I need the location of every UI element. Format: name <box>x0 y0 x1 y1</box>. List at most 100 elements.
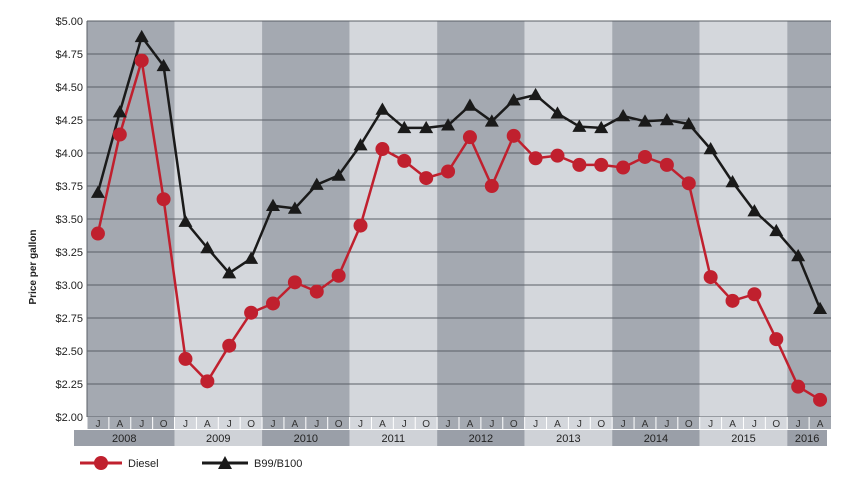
month-cell <box>371 417 394 429</box>
data-point-diesel <box>725 293 740 308</box>
data-point-diesel <box>484 179 499 193</box>
month-cell <box>327 417 350 429</box>
data-point-b99-b100 <box>681 116 696 130</box>
data-point-b99-b100 <box>506 93 521 106</box>
year-label-2009: 2009 <box>206 433 230 445</box>
data-point-diesel <box>441 164 456 179</box>
month-cell <box>699 417 722 429</box>
data-point-diesel <box>375 142 390 157</box>
month-label: J <box>664 419 669 430</box>
year-cell-2010 <box>262 430 350 446</box>
month-cell <box>524 417 547 429</box>
month-label: J <box>358 419 363 430</box>
data-point-diesel <box>244 305 259 320</box>
data-point-b99-b100 <box>134 29 149 43</box>
month-cell <box>765 417 788 429</box>
data-point-diesel <box>747 287 762 302</box>
data-point-diesel <box>506 128 521 143</box>
month-cell <box>568 417 591 429</box>
data-point-b99-b100 <box>156 58 171 72</box>
data-point-b99-b100 <box>287 201 302 214</box>
data-point-diesel <box>397 153 412 168</box>
data-point-diesel <box>550 148 565 163</box>
month-cell <box>262 417 284 429</box>
data-point-diesel <box>353 218 368 233</box>
data-point-diesel <box>309 284 324 299</box>
month-label: J <box>271 419 276 430</box>
data-point-diesel <box>659 157 674 172</box>
month-cell <box>108 417 131 429</box>
month-cell <box>393 417 416 429</box>
month-label: O <box>510 419 518 430</box>
month-cell <box>502 417 525 429</box>
month-label: J <box>183 419 188 430</box>
data-point-diesel <box>331 268 346 283</box>
data-point-b99-b100 <box>616 109 631 122</box>
y-tick-label: $4.75 <box>55 49 83 61</box>
month-cell <box>655 417 678 429</box>
month-cell <box>87 417 109 429</box>
month-label: O <box>685 419 693 430</box>
y-tick-label: $2.25 <box>55 379 83 391</box>
month-cell <box>787 417 810 429</box>
month-label: J <box>314 419 319 430</box>
month-label: A <box>554 419 561 430</box>
data-point-diesel <box>528 151 543 166</box>
month-cell <box>612 417 635 429</box>
data-point-b99-b100 <box>769 223 784 237</box>
data-point-diesel <box>419 171 434 186</box>
data-point-b99-b100 <box>266 198 280 212</box>
data-point-diesel <box>134 53 149 68</box>
y-tick-label: $4.50 <box>55 82 83 94</box>
data-point-diesel <box>287 275 302 290</box>
year-cell-2012 <box>437 430 525 446</box>
data-point-b99-b100 <box>222 266 237 279</box>
data-point-b99-b100 <box>484 114 499 127</box>
data-point-b99-b100 <box>659 113 674 126</box>
y-tick-labels: $5.00 $4.75 $4.50 $4.25 $4.00 $3.75 $3.50 $3.25… <box>55 16 83 424</box>
month-cell <box>218 417 241 429</box>
series-markers <box>90 29 828 407</box>
data-point-b99-b100 <box>725 175 740 188</box>
month-cell <box>590 417 613 429</box>
data-point-diesel <box>594 157 609 172</box>
series-line-b99-b100 <box>96 35 822 310</box>
month-cell <box>174 417 197 429</box>
legend-marker-b99-b100 <box>218 456 232 469</box>
month-cell <box>152 417 175 429</box>
month-cell <box>480 417 503 429</box>
year-label-2013: 2013 <box>556 433 580 445</box>
year-label-2011: 2011 <box>382 433 406 445</box>
data-point-b99-b100 <box>200 241 215 254</box>
data-point-b99-b100 <box>244 251 259 264</box>
month-cell <box>677 417 700 429</box>
month-cell <box>743 417 766 429</box>
month-label: J <box>577 419 582 430</box>
data-point-b99-b100 <box>397 120 412 134</box>
y-tick-label: $5.00 <box>55 16 83 28</box>
legend: Diesel B99/B100 <box>80 456 302 470</box>
y-tick-label: $2.50 <box>55 346 83 358</box>
month-cell <box>546 417 569 429</box>
data-point-diesel <box>266 296 280 311</box>
month-label: J <box>621 419 626 430</box>
month-cell <box>196 417 219 429</box>
year-label-2016: 2016 <box>795 433 819 445</box>
y-tick-label: $3.25 <box>55 247 83 259</box>
month-label: J <box>139 419 144 430</box>
data-point-b99-b100 <box>813 301 828 315</box>
y-tick-label: $3.75 <box>55 181 83 193</box>
month-label: O <box>160 419 168 430</box>
month-label: A <box>467 419 474 430</box>
month-cell <box>305 417 328 429</box>
year-cell-2016 <box>787 430 827 446</box>
data-point-b99-b100 <box>550 106 565 119</box>
month-cell <box>809 417 831 429</box>
data-point-diesel <box>681 176 696 191</box>
month-cell <box>459 417 481 429</box>
year-label-2012: 2012 <box>469 433 493 445</box>
year-label-2015: 2015 <box>731 433 755 445</box>
data-point-b99-b100 <box>90 185 105 198</box>
data-point-diesel <box>222 338 237 353</box>
